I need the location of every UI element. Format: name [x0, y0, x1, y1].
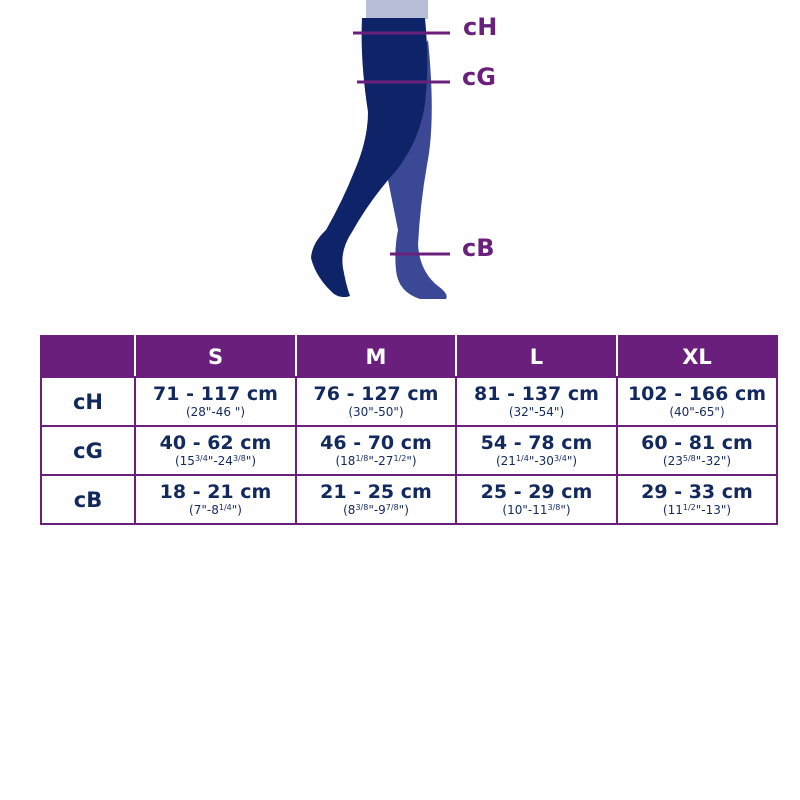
- label-ch: cH: [463, 13, 498, 41]
- skin-strip: [366, 0, 428, 19]
- inch-text: (11: [662, 503, 683, 517]
- front-leg: [311, 18, 428, 298]
- inch-text: (23: [662, 454, 683, 468]
- cm-range: 76 - 127 cm: [313, 383, 439, 405]
- inch-range: (83/8"-97/8"): [297, 503, 455, 517]
- inch-text: "-24: [207, 454, 233, 468]
- inch-range: (28"-46 "): [136, 405, 295, 419]
- size-cell: 46 - 70 cm (181/8"-271/2"): [295, 425, 457, 476]
- inch-text: "-30: [528, 454, 554, 468]
- table-row: cG 40 - 62 cm (153/4"-243/8") 46 - 70 cm (18…: [40, 425, 778, 476]
- inch-text: (8: [343, 503, 356, 517]
- inch-range: (235/8"-32"): [618, 454, 776, 468]
- header-l: L: [455, 335, 618, 378]
- inch-text: (32"-54"): [508, 405, 565, 419]
- label-cb: cB: [462, 234, 495, 262]
- header-s: S: [134, 335, 297, 378]
- inch-range: (181/8"-271/2"): [297, 454, 455, 468]
- inch-text: "-13"): [695, 503, 732, 517]
- fraction: 3/4: [553, 454, 567, 463]
- inch-range: (7"-81/4"): [136, 503, 295, 517]
- header-blank: [40, 335, 136, 378]
- inch-text: "-27: [368, 454, 394, 468]
- size-cell: 54 - 78 cm (211/4"-303/4"): [455, 425, 618, 476]
- inch-range: (153/4"-243/8"): [136, 454, 295, 468]
- fraction: 3/8: [547, 503, 561, 512]
- header-row: S M L XL: [40, 335, 778, 378]
- cm-range: 54 - 78 cm: [480, 432, 593, 454]
- header-xl: XL: [616, 335, 778, 378]
- inch-text: "): [231, 503, 242, 517]
- inch-text: (7"-8: [189, 503, 219, 517]
- size-cell: 71 - 117 cm (28"-46 "): [134, 376, 297, 427]
- cm-range: 46 - 70 cm: [320, 432, 432, 454]
- cm-range: 29 - 33 cm: [641, 481, 753, 503]
- inch-text: "): [245, 454, 257, 468]
- cm-range: 25 - 29 cm: [480, 481, 593, 503]
- table-row: cH 71 - 117 cm (28"-46 ") 76 - 127 cm (30"-5…: [40, 376, 778, 427]
- size-cell: 40 - 62 cm (153/4"-243/8"): [134, 425, 297, 476]
- fraction: 5/8: [682, 454, 696, 463]
- fraction: 3/8: [355, 503, 369, 512]
- size-chart-table: S M L XL cH 71 - 117 cm (28"-46 ") 76 - 127 cm…: [40, 335, 778, 525]
- label-cg: cG: [462, 63, 496, 91]
- fraction: 1/4: [515, 454, 529, 463]
- inch-text: "-32"): [695, 454, 732, 468]
- table-row: cB 18 - 21 cm (7"-81/4") 21 - 25 cm (83/8"-9…: [40, 474, 778, 525]
- row-label: cG: [40, 425, 136, 476]
- fraction: 3/4: [194, 454, 208, 463]
- inch-range: (10"-113/8"): [457, 503, 616, 517]
- cm-range: 102 - 166 cm: [627, 383, 767, 405]
- fraction: 1/2: [682, 503, 696, 512]
- fraction: 3/8: [232, 454, 246, 463]
- inch-text: (15: [174, 454, 195, 468]
- cm-range: 81 - 137 cm: [474, 383, 599, 405]
- size-cell: 25 - 29 cm (10"-113/8"): [455, 474, 618, 525]
- size-cell: 18 - 21 cm (7"-81/4"): [134, 474, 297, 525]
- fraction: 1/2: [393, 454, 407, 463]
- inch-text: (10"-11: [502, 503, 548, 517]
- inch-text: "-9: [368, 503, 386, 517]
- fraction: 1/8: [355, 454, 369, 463]
- fraction: 7/8: [385, 503, 399, 512]
- inch-text: "): [398, 503, 409, 517]
- inch-text: (18: [335, 454, 356, 468]
- inch-range: (111/2"-13"): [618, 503, 776, 517]
- inch-range: (211/4"-303/4"): [457, 454, 616, 468]
- row-label: cH: [40, 376, 136, 427]
- inch-text: (40"-65"): [669, 405, 725, 419]
- inch-range: (32"-54"): [457, 405, 616, 419]
- size-cell: 21 - 25 cm (83/8"-97/8"): [295, 474, 457, 525]
- size-cell: 102 - 166 cm (40"-65"): [616, 376, 778, 427]
- inch-range: (40"-65"): [618, 405, 776, 419]
- inch-text: (21: [495, 454, 516, 468]
- inch-text: "): [560, 503, 571, 517]
- row-label: cB: [40, 474, 136, 525]
- size-cell: 60 - 81 cm (235/8"-32"): [616, 425, 778, 476]
- cm-range: 60 - 81 cm: [641, 432, 753, 454]
- size-cell: 29 - 33 cm (111/2"-13"): [616, 474, 778, 525]
- cm-range: 18 - 21 cm: [159, 481, 272, 503]
- size-cell: 76 - 127 cm (30"-50"): [295, 376, 457, 427]
- cm-range: 40 - 62 cm: [159, 432, 272, 454]
- size-cell: 81 - 137 cm (32"-54"): [455, 376, 618, 427]
- inch-text: (28"-46 "): [185, 405, 246, 419]
- cm-range: 71 - 117 cm: [153, 383, 278, 405]
- header-m: M: [295, 335, 457, 378]
- fraction: 1/4: [218, 503, 232, 512]
- inch-range: (30"-50"): [297, 405, 455, 419]
- inch-text: "): [406, 454, 417, 468]
- cm-range: 21 - 25 cm: [320, 481, 432, 503]
- inch-text: "): [566, 454, 578, 468]
- leg-illustration: [311, 0, 450, 299]
- inch-text: (30"-50"): [348, 405, 404, 419]
